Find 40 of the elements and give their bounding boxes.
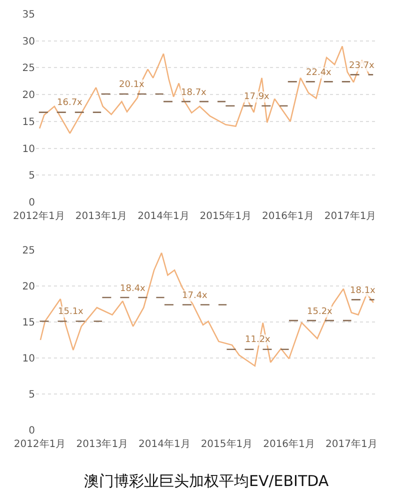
y-tick-label: 15 <box>22 318 35 328</box>
y-tick-label: 5 <box>28 390 35 400</box>
x-tick-label: 2013年1月 <box>75 210 128 222</box>
annotation: 20.1x <box>119 80 146 90</box>
x-tick-label: 2014年1月 <box>138 438 190 450</box>
y-tick-label: 10 <box>22 354 35 364</box>
y-tick-label: 20 <box>22 282 35 292</box>
annotation: 15.2x <box>307 307 334 317</box>
annotation: 11.2x <box>245 335 272 345</box>
x-tick-label: 2012年1月 <box>12 210 65 222</box>
line-series <box>40 252 374 367</box>
annotation: 15.1x <box>58 307 84 317</box>
annotation: 17.4x <box>182 291 208 301</box>
x-tick-label: 2016年1月 <box>263 438 315 450</box>
y-tick-label: 15 <box>22 116 35 128</box>
y-tick-label: 0 <box>28 198 35 208</box>
annotation: 18.4x <box>120 284 146 294</box>
x-tick-label: 2013年1月 <box>76 438 128 450</box>
x-tick-label: 2015年1月 <box>200 438 253 450</box>
y-tick-label: 10 <box>22 144 35 155</box>
annotation: 22.4x <box>306 68 332 78</box>
y-tick-label: 20 <box>22 90 35 102</box>
y-tick-label: 25 <box>22 63 35 74</box>
x-tick-label: 2014年1月 <box>138 210 190 222</box>
annotation: 16.7x <box>57 98 84 108</box>
x-tick-label: 2012年1月 <box>14 438 66 450</box>
x-tick-label: 2017年1月 <box>326 438 378 450</box>
x-tick-label: 2016年1月 <box>262 210 314 222</box>
annotation: 18.1x <box>350 286 376 296</box>
x-tick-label: 2017年1月 <box>324 210 376 222</box>
y-tick-label: 30 <box>22 36 35 48</box>
annotation: 18.7x <box>181 88 208 98</box>
y-tick-label: 35 <box>22 10 35 20</box>
y-tick-label: 5 <box>28 170 35 182</box>
y-tick-label: 25 <box>22 246 35 256</box>
annotation: 23.7x <box>349 61 376 71</box>
x-tick-label: 2015年1月 <box>200 210 252 222</box>
annotation: 17.9x <box>244 92 270 102</box>
y-tick-label: 0 <box>28 426 35 436</box>
text: 澳门博彩业巨头加权平均EV/EBITDA <box>84 472 330 490</box>
